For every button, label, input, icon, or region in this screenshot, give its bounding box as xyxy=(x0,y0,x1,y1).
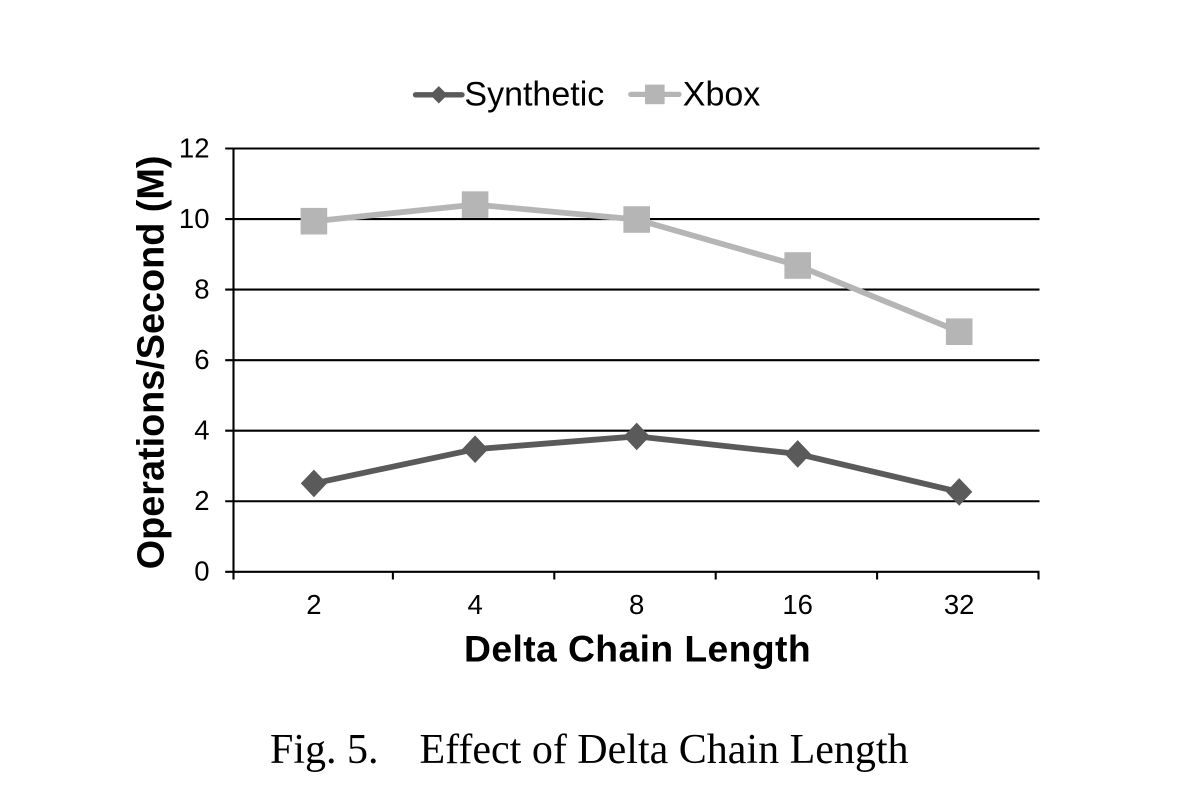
svg-text:12: 12 xyxy=(179,132,210,163)
svg-text:Fig. 5.: Fig. 5. xyxy=(270,727,379,773)
svg-text:2: 2 xyxy=(306,589,321,620)
svg-text:8: 8 xyxy=(194,273,209,304)
svg-text:0: 0 xyxy=(194,556,209,587)
svg-text:6: 6 xyxy=(194,344,209,375)
svg-text:4: 4 xyxy=(194,415,209,446)
svg-text:8: 8 xyxy=(629,589,644,620)
svg-text:Effect of Delta Chain Length: Effect of Delta Chain Length xyxy=(420,727,909,773)
svg-text:4: 4 xyxy=(467,589,482,620)
svg-text:10: 10 xyxy=(179,203,210,234)
svg-text:16: 16 xyxy=(782,589,813,620)
svg-text:Synthetic: Synthetic xyxy=(464,76,604,114)
svg-text:Operations/Second (M): Operations/Second (M) xyxy=(131,156,173,570)
svg-text:Xbox: Xbox xyxy=(683,76,761,114)
svg-text:Delta Chain Length: Delta Chain Length xyxy=(464,627,811,669)
svg-text:2: 2 xyxy=(194,485,209,516)
svg-text:32: 32 xyxy=(944,589,975,620)
